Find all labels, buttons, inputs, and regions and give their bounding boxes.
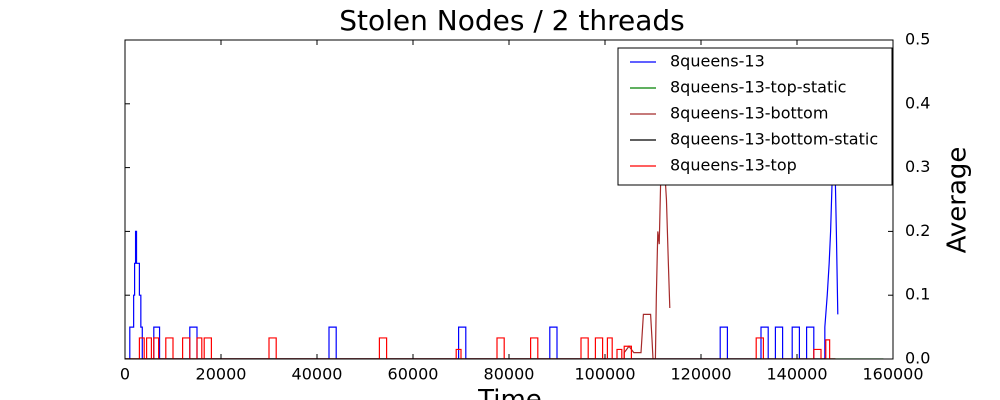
x-tick-label: 140000 (766, 365, 827, 384)
x-tick-label: 120000 (670, 365, 731, 384)
x-tick-label: 40000 (292, 365, 343, 384)
series-line (125, 337, 836, 359)
y-tick-label: 0.3 (905, 157, 930, 176)
y-tick-label: 0.1 (905, 285, 930, 304)
legend-label: 8queens-13-bottom-static (670, 130, 878, 149)
x-tick-label: 80000 (484, 365, 535, 384)
x-tick-label: 60000 (388, 365, 439, 384)
y-tick-label: 0.4 (905, 93, 930, 112)
legend-box (617, 47, 893, 186)
x-tick-label: 20000 (196, 365, 247, 384)
chart-title: Stolen Nodes / 2 threads (339, 4, 685, 37)
x-tick-label: 160000 (862, 365, 923, 384)
legend-label: 8queens-13-top (670, 156, 797, 175)
series-line (125, 135, 839, 359)
series-line (125, 135, 671, 359)
y-axis-label: Average (943, 147, 973, 254)
x-tick-label: 100000 (574, 365, 635, 384)
legend-label: 8queens-13-top-static (670, 78, 846, 97)
x-axis-label: Time (477, 385, 542, 400)
y-tick-label: 0.2 (905, 221, 930, 240)
legend-label: 8queens-13 (670, 52, 765, 71)
y-tick-label: 0.0 (905, 349, 930, 368)
legend-label: 8queens-13-bottom (670, 104, 828, 123)
y-tick-label: 0.5 (905, 30, 930, 49)
x-tick-label: 0 (120, 365, 130, 384)
